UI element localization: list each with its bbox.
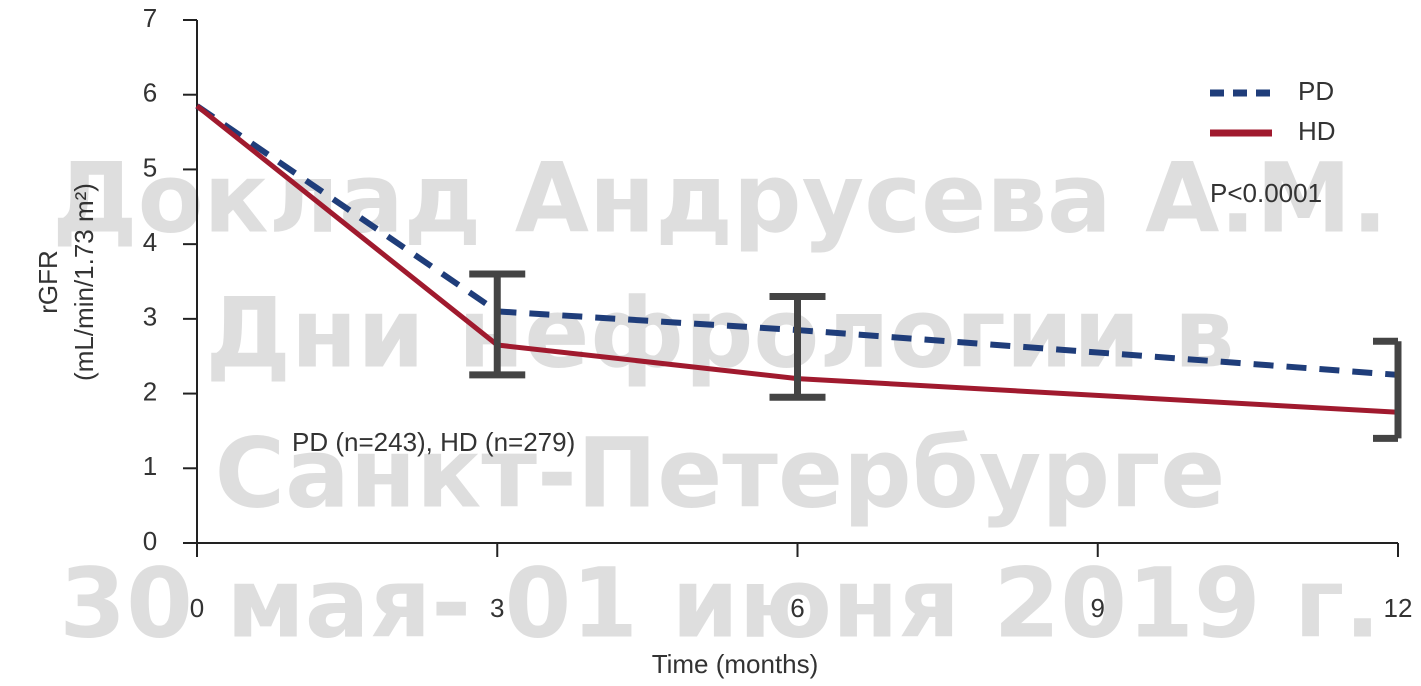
y-tick-label: 6 [143, 78, 157, 108]
x-tick-label: 12 [1384, 593, 1413, 623]
y-tick-label: 2 [143, 376, 157, 406]
x-tick-label: 0 [190, 593, 204, 623]
error-bar [469, 270, 526, 379]
legend-label: HD [1298, 116, 1336, 146]
x-axis-label: Time (months) [652, 649, 819, 679]
y-tick-label: 4 [143, 227, 157, 257]
y-tick-label: 5 [143, 152, 157, 182]
watermark: Санкт-Петербурге [215, 417, 1226, 529]
annotation: P<0.0001 [1210, 178, 1322, 208]
watermark: Доклад Андрусева А.М. [52, 142, 1388, 254]
y-axis-label: rGFR [33, 250, 63, 314]
error-bar [1373, 337, 1402, 442]
y-tick-label: 1 [143, 451, 157, 481]
series-line [195, 103, 1399, 378]
y-tick-label: 0 [143, 526, 157, 556]
x-tick-label: 9 [1091, 593, 1105, 623]
series-line [195, 103, 1399, 415]
y-tick-label: 7 [143, 3, 157, 33]
y-tick-label: 3 [143, 302, 157, 332]
error-bar [769, 292, 826, 401]
watermark: 30 мая- 01 июня 2019 г. [59, 547, 1380, 659]
watermark: Дни нефрологии в [206, 277, 1235, 389]
x-tick-label: 6 [790, 593, 804, 623]
annotation: PD (n=243), HD (n=279) [292, 427, 575, 457]
y-axis-label: (mL/min/1.73 m²) [69, 183, 99, 381]
x-tick-label: 3 [490, 593, 504, 623]
legend-label: PD [1298, 76, 1334, 106]
